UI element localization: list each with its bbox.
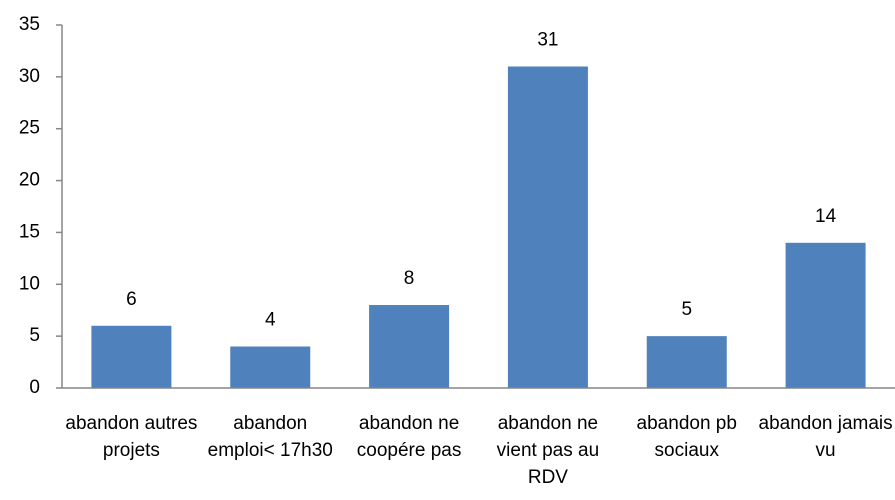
data-label: 4 <box>265 310 276 331</box>
x-tick-label: abandon pb sociaux <box>636 413 737 461</box>
data-label: 6 <box>126 289 137 310</box>
data-label: 14 <box>815 206 837 227</box>
y-tick-label: 25 <box>19 118 40 139</box>
y-tick-label: 10 <box>19 273 40 294</box>
bar <box>91 325 172 388</box>
x-tick-label: abandon autres projets <box>65 413 198 461</box>
y-tick-label: 5 <box>29 325 40 346</box>
x-tick-label: abandon ne vient pas au RDV <box>496 413 600 488</box>
y-tick-label: 30 <box>19 66 40 87</box>
bar <box>369 305 450 388</box>
data-label: 31 <box>537 30 558 51</box>
bar <box>507 66 588 388</box>
data-label: 8 <box>404 268 415 289</box>
x-tick-label: abandon ne coopére pas <box>356 413 462 461</box>
bar <box>230 346 311 388</box>
x-tick-label: abandon jamais vu <box>758 413 893 461</box>
bar <box>785 242 866 388</box>
y-tick-label: 0 <box>29 377 40 398</box>
x-tick-label: abandon emploi< 17h30 <box>207 413 333 461</box>
bar <box>646 336 727 388</box>
data-label: 5 <box>681 299 692 320</box>
y-tick-label: 35 <box>19 14 40 35</box>
y-tick-label: 15 <box>19 221 40 242</box>
y-tick-label: 20 <box>19 170 40 191</box>
